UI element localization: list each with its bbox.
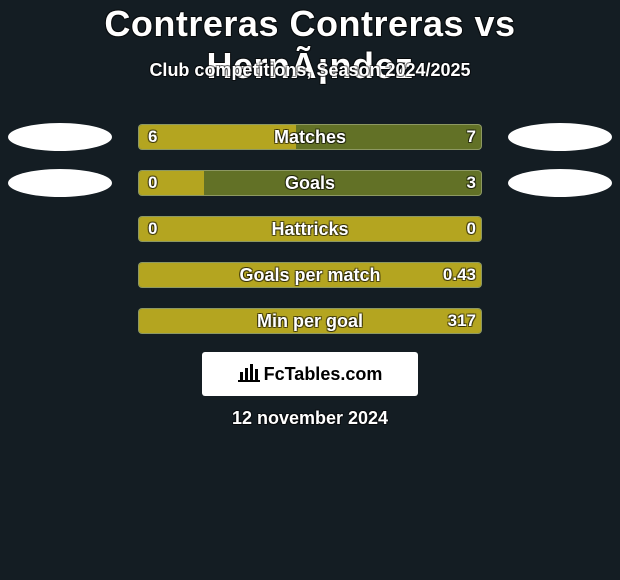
date-text: 12 november 2024 <box>0 408 620 429</box>
branding-box: FcTables.com <box>202 352 418 396</box>
h2h-comparison-chart: Contreras Contreras vs HernÃ¡ndez Club c… <box>0 0 620 580</box>
page-subtitle: Club competitions, Season 2024/2025 <box>0 60 620 81</box>
stat-value-left: 6 <box>148 124 208 150</box>
stat-row: Hattricks00 <box>0 216 620 262</box>
stat-value-right: 0.43 <box>416 262 476 288</box>
stat-value-right: 317 <box>416 308 476 334</box>
stat-value-left: 0 <box>148 216 208 242</box>
right-player-avatar <box>508 169 612 197</box>
stat-row: Matches67 <box>0 124 620 170</box>
bar-chart-icon <box>238 362 260 387</box>
left-player-avatar <box>8 169 112 197</box>
stat-value-right: 7 <box>416 124 476 150</box>
left-player-avatar <box>8 123 112 151</box>
stat-rows: Matches67Goals03Hattricks00Goals per mat… <box>0 124 620 354</box>
stat-value-right: 3 <box>416 170 476 196</box>
branding-text: FcTables.com <box>264 364 383 385</box>
stat-value-left: 0 <box>148 170 208 196</box>
stat-row: Goals per match0.43 <box>0 262 620 308</box>
stat-row: Goals03 <box>0 170 620 216</box>
right-player-avatar <box>508 123 612 151</box>
stat-value-right: 0 <box>416 216 476 242</box>
stat-row: Min per goal317 <box>0 308 620 354</box>
